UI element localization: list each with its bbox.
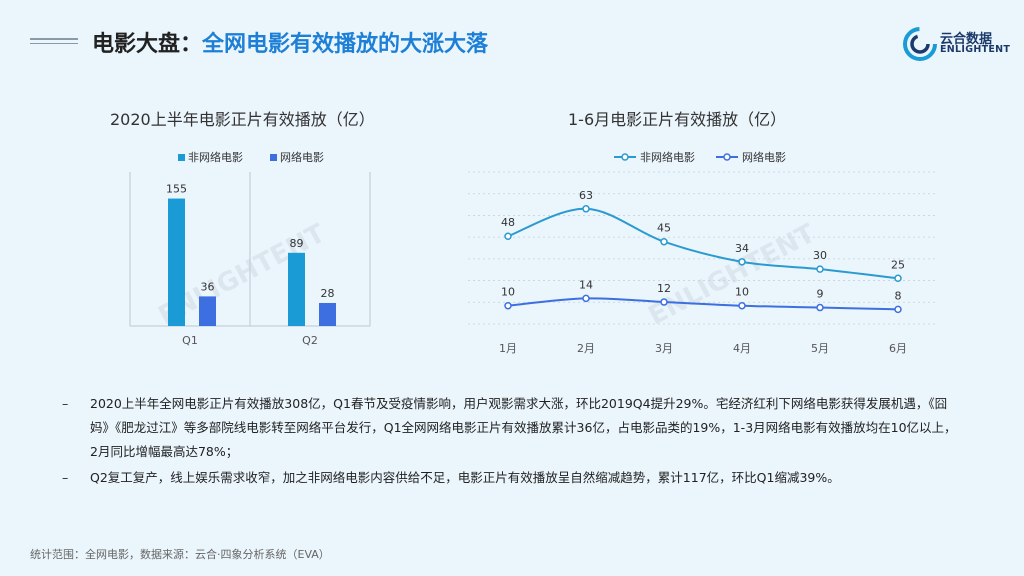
- title-part1: 电影大盘：: [92, 32, 203, 57]
- footer-note: 统计范围：全网电影，数据来源：云合·四象分析系统（EVA）: [30, 548, 330, 561]
- bullet-dash: –: [62, 470, 69, 485]
- x-tick-label: 2月: [577, 342, 595, 355]
- bar-1-0: [288, 252, 305, 326]
- data-point: [816, 265, 824, 273]
- point-data-label: 10: [735, 286, 749, 299]
- legend-marker-0: [621, 153, 629, 161]
- bar-0-0: [168, 198, 185, 326]
- data-point: [660, 298, 668, 306]
- legend-label-1: 网络电影: [280, 150, 324, 164]
- bullet-list: – 2020上半年全网电影正片有效播放308亿，Q1春节及受疫情影响，用户观影需求…: [62, 392, 962, 492]
- bar-data-label: 36: [201, 280, 215, 293]
- x-tick-label: 1月: [499, 342, 517, 355]
- legend-label-0: 非网络电影: [640, 150, 695, 164]
- bar-1-1: [319, 302, 336, 326]
- point-data-label: 34: [735, 242, 749, 255]
- data-point: [894, 274, 902, 283]
- header-decoration: [30, 38, 78, 47]
- bullet-item: – 2020上半年全网电影正片有效播放308亿，Q1春节及受疫情影响，用户观影需求…: [62, 392, 962, 464]
- line-chart: 非网络电影 网络电影 48 63 45 34 30 25 10 14 12 10 9 8 1月 2月 3月 4月 5…: [468, 150, 936, 355]
- point-data-label: 12: [657, 282, 671, 295]
- page-title: 电影大盘：全网电影有效播放的大涨大落: [92, 26, 488, 58]
- x-tick-label: 3月: [655, 342, 673, 355]
- data-point: [816, 303, 824, 312]
- point-data-label: 14: [579, 278, 593, 291]
- data-point: [582, 205, 590, 213]
- x-tick-label: 4月: [733, 342, 751, 355]
- point-data-label: 8: [895, 289, 902, 302]
- title-part2: 全网电影有效播放的大涨大落: [202, 32, 489, 57]
- x-tick-label: Q2: [302, 334, 318, 347]
- bar-0-1: [199, 296, 216, 326]
- point-data-label: 25: [891, 258, 905, 271]
- x-tick-label: Q1: [182, 334, 198, 347]
- point-data-label: 10: [501, 286, 515, 299]
- point-data-label: 9: [817, 288, 824, 301]
- bar-data-label: 89: [290, 237, 304, 250]
- bar-data-label: 155: [166, 183, 187, 196]
- bullet-text: Q2复工复产，线上娱乐需求收窄，加之非网络电影内容供给不足，电影正片有效播放呈自…: [90, 470, 840, 485]
- x-tick-label: 5月: [811, 342, 829, 355]
- series-line-0: [507, 207, 899, 280]
- data-point: [738, 301, 746, 310]
- x-tick-label: 6月: [889, 342, 907, 355]
- data-point: [504, 301, 512, 310]
- bullet-text: 2020上半年全网电影正片有效播放308亿，Q1春节及受疫情影响，用户观影需求大…: [90, 396, 957, 459]
- line-chart-title: 1-6月电影正片有效播放（亿）: [568, 110, 787, 129]
- bar-chart-title: 2020上半年电影正片有效播放（亿）: [110, 110, 375, 129]
- bullet-item: – Q2复工复产，线上娱乐需求收窄，加之非网络电影内容供给不足，电影正片有效播放…: [62, 466, 962, 490]
- point-data-label: 48: [501, 216, 515, 229]
- legend-swatch-0: [178, 154, 185, 161]
- point-data-label: 45: [657, 222, 671, 235]
- data-point: [738, 258, 746, 266]
- legend-label-0: 非网络电影: [188, 150, 243, 164]
- logo-icon: [903, 27, 937, 61]
- legend-swatch-1: [270, 154, 277, 161]
- legend-label-1: 网络电影: [742, 150, 786, 164]
- bar-chart: 非网络电影 网络电影 155 36 Q1 89 28 Q2: [129, 150, 371, 347]
- data-point: [894, 305, 902, 314]
- bar-data-label: 28: [321, 287, 335, 300]
- logo-text-en: ENLIGHTENT: [940, 44, 1011, 55]
- point-data-label: 30: [813, 249, 827, 262]
- logo-text-cn: 云合数据: [940, 32, 993, 47]
- data-point: [660, 237, 668, 246]
- data-point: [504, 232, 512, 240]
- data-point: [582, 294, 590, 303]
- legend-marker-1: [723, 153, 731, 161]
- series-line-1: [507, 297, 899, 311]
- bullet-dash: –: [62, 396, 69, 411]
- brand-logo: 云合数据 ENLIGHTENT: [902, 26, 1012, 62]
- point-data-label: 63: [579, 189, 593, 202]
